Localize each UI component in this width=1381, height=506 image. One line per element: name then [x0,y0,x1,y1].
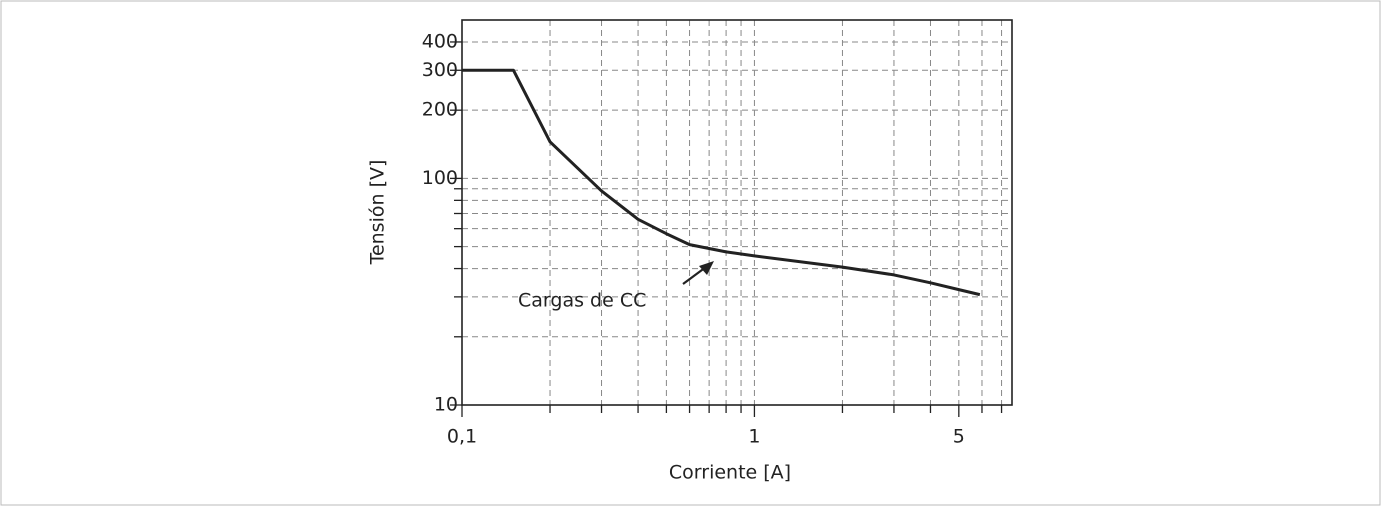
x-axis-label: Corriente [A] [669,462,791,484]
annotation-arrow [682,266,707,285]
y-tick-label: 100 [422,167,458,189]
y-tick-label: 300 [422,59,458,81]
y-tick-label: 200 [422,99,458,121]
y-tick-label: 10 [434,394,458,416]
arrow-head [699,261,714,275]
annotation: Cargas de CC [518,290,646,312]
y-tick-label: 400 [422,30,458,52]
y-axis-label: Tensión [V] [367,160,389,266]
grid [461,20,1012,406]
plot-frame [461,19,1013,406]
x-tick-label: 1 [748,426,760,448]
x-tick-label: 5 [953,426,965,448]
x-tick-label: 0,1 [447,426,477,448]
data-line [462,68,981,297]
